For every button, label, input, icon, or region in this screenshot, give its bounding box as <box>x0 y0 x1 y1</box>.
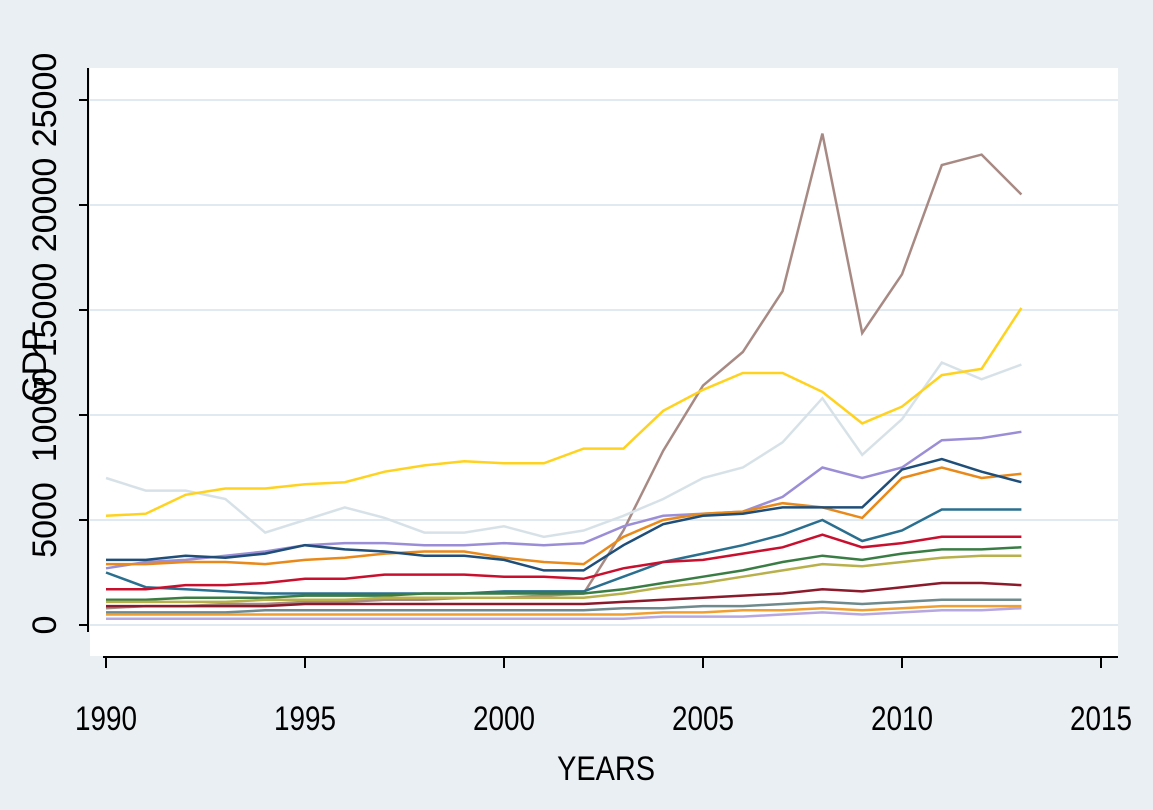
series-line <box>106 533 1022 591</box>
plot-area <box>90 68 1118 656</box>
x-tick-label: 1990 <box>75 699 137 737</box>
series-line <box>105 508 1022 595</box>
y-tick-label: 5000 <box>26 482 64 558</box>
series-line <box>105 360 1022 539</box>
y-axis-title: GDP <box>16 328 54 402</box>
series-line <box>106 604 1022 616</box>
x-axis-title: YEARS <box>557 749 655 788</box>
series-line <box>105 430 1022 570</box>
x-tick-label: 2005 <box>672 699 734 737</box>
y-tick-label: 20000 <box>26 158 64 253</box>
y-tick-label: 15000 <box>26 263 64 358</box>
x-tick-label: 2015 <box>1070 699 1132 737</box>
x-tick-label: 2010 <box>871 699 933 737</box>
series-line <box>106 606 1022 620</box>
x-tick-label: 1995 <box>274 699 336 737</box>
y-tick-label: 25000 <box>26 53 64 148</box>
x-tick-label: 2000 <box>473 699 535 737</box>
series-line <box>106 457 1022 572</box>
series-line <box>106 581 1022 608</box>
series-line <box>105 307 1023 518</box>
y-tick-label: 0 <box>26 616 64 635</box>
series-line <box>106 466 1022 566</box>
series-line <box>106 546 1022 602</box>
series-line <box>106 554 1022 604</box>
series-line <box>106 598 1022 614</box>
y-tick-label: 10000 <box>26 368 64 463</box>
